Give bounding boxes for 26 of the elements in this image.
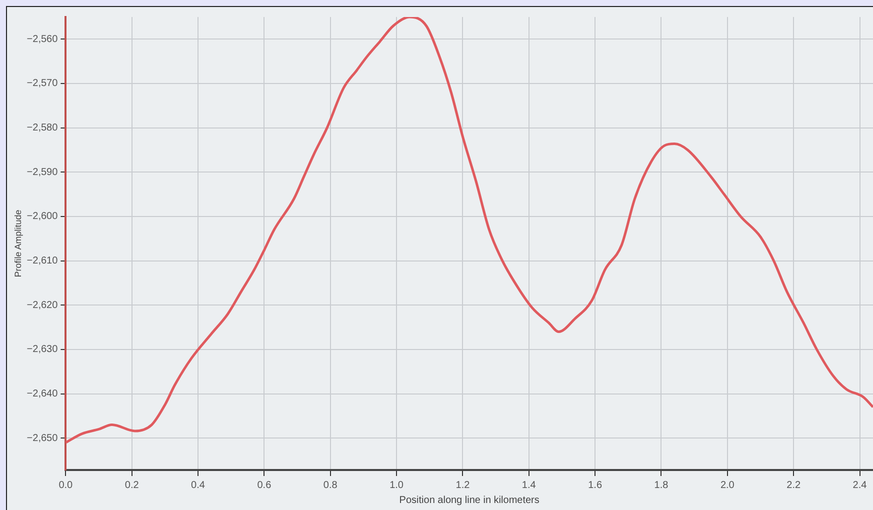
x-tick-label: 1.8 bbox=[654, 480, 669, 491]
y-tick-label: −2,570 bbox=[26, 78, 58, 90]
y-tick-label: −2,600 bbox=[26, 211, 58, 222]
x-tick-label: 0.2 bbox=[124, 480, 140, 491]
x-tick-label: 1.0 bbox=[390, 480, 404, 491]
y-tick-label: −2,580 bbox=[26, 122, 58, 134]
x-tick-label: 0.8 bbox=[323, 480, 338, 491]
x-tick-label: 1.4 bbox=[522, 480, 536, 491]
x-tick-label: 2.4 bbox=[852, 480, 868, 491]
x-tick-label: 2.0 bbox=[720, 480, 735, 491]
y-tick-label: −2,590 bbox=[26, 166, 58, 178]
x-tick-label: 2.2 bbox=[786, 480, 801, 491]
y-tick-label: −2,560 bbox=[26, 34, 58, 45]
x-tick-label: 0.6 bbox=[257, 480, 272, 491]
line-series bbox=[66, 17, 873, 444]
x-tick-label: 1.6 bbox=[588, 480, 602, 491]
x-tick-label: 0.4 bbox=[191, 480, 206, 491]
y-tick-label: −2,630 bbox=[26, 344, 58, 356]
y-tick-label: −2,650 bbox=[26, 432, 58, 444]
y-tick-label: −2,610 bbox=[26, 256, 58, 267]
x-tick-label: 1.2 bbox=[456, 480, 470, 491]
y-axis-title: Profile Amplitude bbox=[12, 210, 23, 278]
x-axis-title: Position along line in kilometers bbox=[399, 494, 540, 506]
y-tick-label: −2,640 bbox=[26, 388, 58, 400]
x-tick-label: 0.0 bbox=[58, 480, 74, 491]
y-tick-label: −2,620 bbox=[26, 300, 58, 311]
